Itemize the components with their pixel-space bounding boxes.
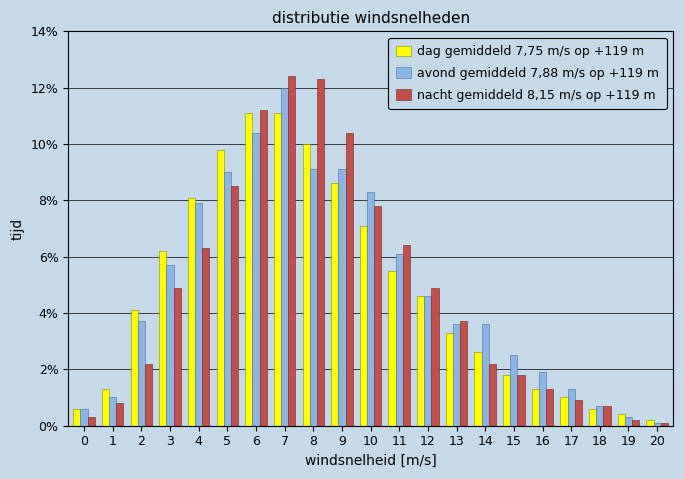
Bar	[625, 417, 632, 426]
Bar	[302, 144, 310, 426]
Bar	[646, 420, 653, 426]
Bar	[596, 406, 603, 426]
Bar	[417, 296, 424, 426]
Bar	[446, 333, 453, 426]
Bar	[589, 409, 596, 426]
Bar	[310, 170, 317, 426]
Bar	[274, 113, 281, 426]
Bar	[632, 420, 640, 426]
Bar	[510, 355, 517, 426]
Bar	[202, 248, 209, 426]
Bar	[389, 271, 395, 426]
Bar	[367, 192, 374, 426]
Bar	[618, 414, 625, 426]
Y-axis label: tijd: tijd	[11, 217, 25, 240]
Bar	[245, 113, 252, 426]
Bar	[317, 80, 324, 426]
Bar	[374, 206, 381, 426]
Title: distributie windsnelheden: distributie windsnelheden	[272, 11, 470, 26]
Bar	[109, 398, 116, 426]
Bar	[360, 226, 367, 426]
Bar	[517, 375, 525, 426]
Bar	[460, 321, 467, 426]
Bar	[224, 172, 231, 426]
Bar	[137, 321, 145, 426]
Bar	[339, 170, 345, 426]
Bar	[560, 398, 568, 426]
Bar	[174, 288, 181, 426]
Bar	[252, 133, 259, 426]
Bar	[475, 353, 482, 426]
Bar	[166, 265, 174, 426]
Bar	[575, 400, 582, 426]
Bar	[73, 409, 81, 426]
Bar	[102, 389, 109, 426]
Bar	[432, 288, 438, 426]
Bar	[131, 310, 137, 426]
Bar	[145, 364, 152, 426]
Bar	[259, 110, 267, 426]
X-axis label: windsnelheid [m/s]: windsnelheid [m/s]	[304, 454, 436, 468]
Bar	[331, 183, 339, 426]
Bar	[116, 403, 123, 426]
Bar	[188, 197, 195, 426]
Bar	[424, 296, 432, 426]
Bar	[482, 324, 489, 426]
Bar	[503, 375, 510, 426]
Bar	[603, 406, 611, 426]
Bar	[288, 77, 295, 426]
Bar	[489, 364, 496, 426]
Legend: dag gemiddeld 7,75 m/s op +119 m, avond gemiddeld 7,88 m/s op +119 m, nacht gemi: dag gemiddeld 7,75 m/s op +119 m, avond …	[389, 38, 667, 109]
Bar	[81, 409, 88, 426]
Bar	[539, 372, 546, 426]
Bar	[159, 251, 166, 426]
Bar	[345, 133, 353, 426]
Bar	[231, 186, 238, 426]
Bar	[653, 423, 661, 426]
Bar	[453, 324, 460, 426]
Bar	[531, 389, 539, 426]
Bar	[546, 389, 553, 426]
Bar	[661, 423, 668, 426]
Bar	[568, 389, 575, 426]
Bar	[88, 417, 95, 426]
Bar	[403, 245, 410, 426]
Bar	[281, 88, 288, 426]
Bar	[195, 203, 202, 426]
Bar	[395, 254, 403, 426]
Bar	[217, 150, 224, 426]
